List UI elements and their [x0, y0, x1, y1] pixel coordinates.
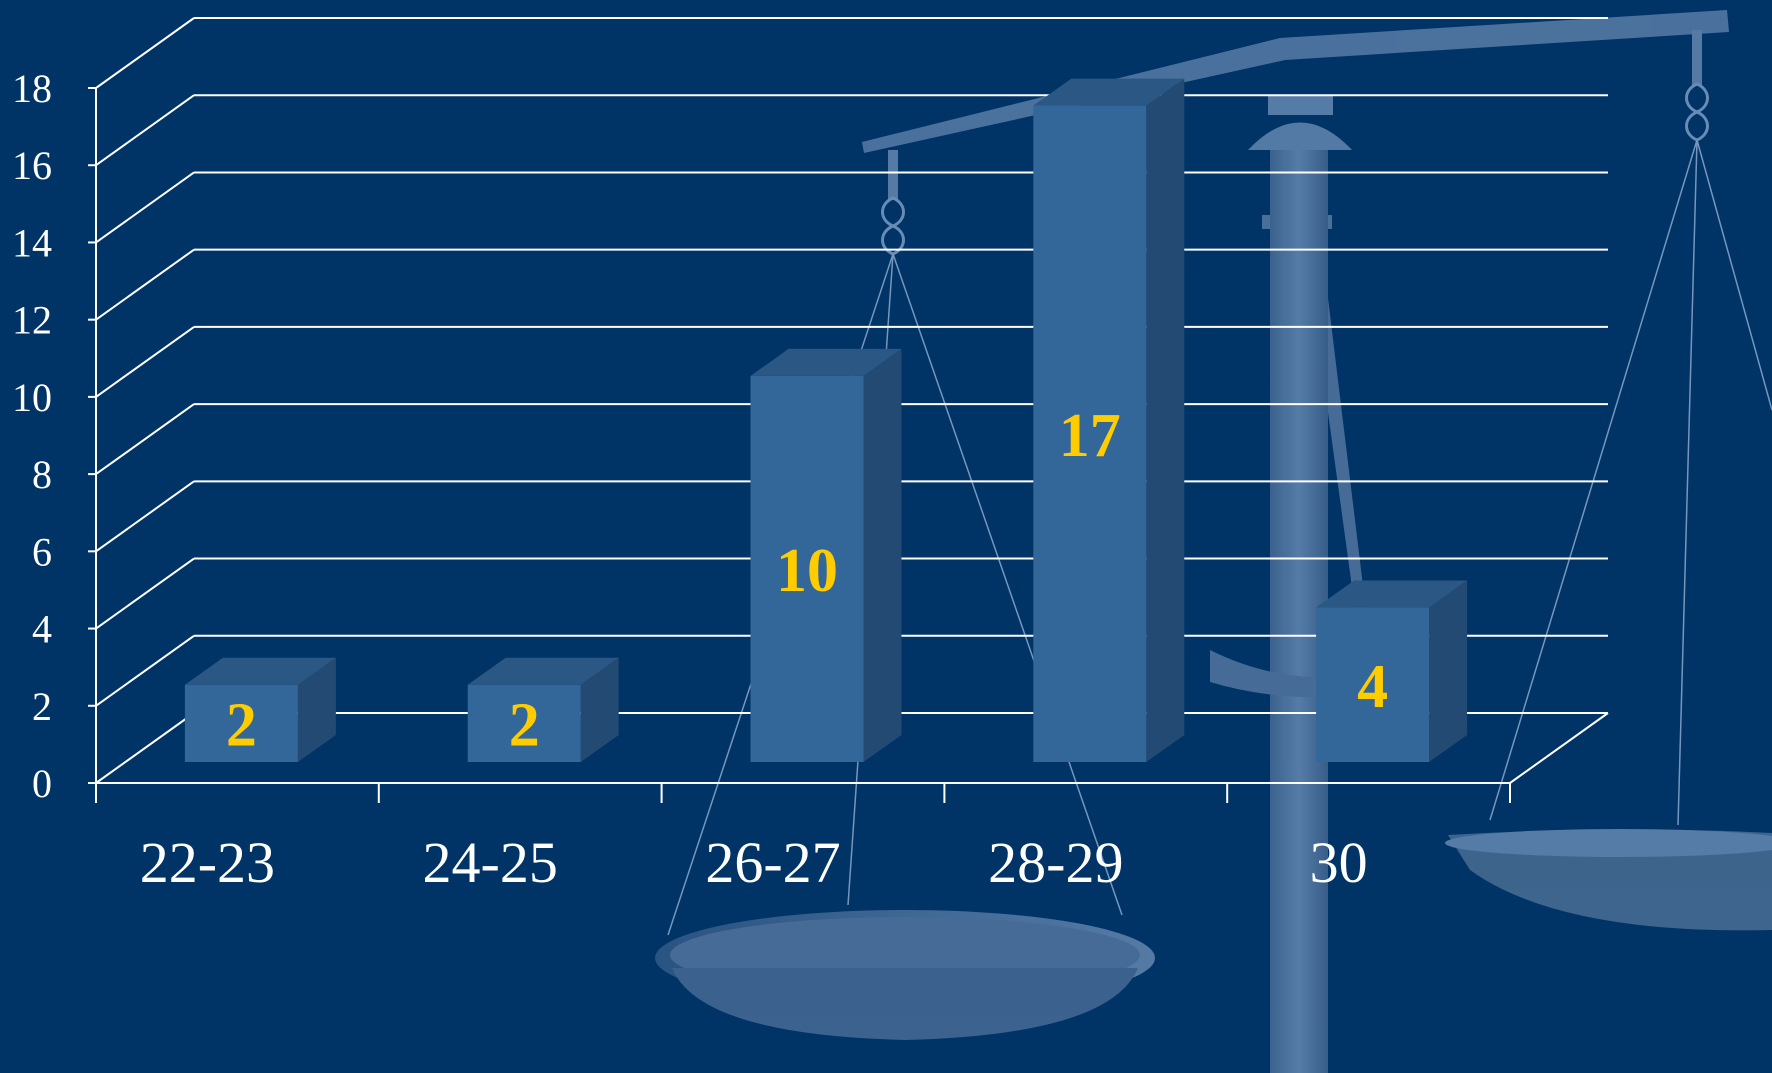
gridline-depth [95, 403, 195, 475]
gridline-depth [95, 557, 195, 630]
bar-side [580, 657, 619, 762]
axes: 0 2 4 6 8 10 12 14 16 18 [12, 66, 1609, 806]
y-tick-label: 14 [12, 220, 52, 265]
y-tick-label: 12 [12, 298, 52, 343]
floor-edge [1509, 712, 1609, 784]
gridline-depth [95, 94, 195, 167]
x-category-label: 28-29 [988, 830, 1123, 895]
y-tick-label: 0 [32, 761, 52, 806]
bar-top [1316, 580, 1468, 608]
y-tick-label: 4 [32, 607, 52, 652]
bar-top [467, 657, 619, 685]
bar-front [750, 375, 864, 762]
bar-side [1429, 580, 1468, 762]
y-tick-label: 16 [12, 143, 52, 188]
bar [467, 657, 619, 762]
gridline-depth [95, 171, 195, 244]
bar [184, 657, 336, 762]
bar [1316, 580, 1468, 762]
labels: 2 22-23 2 24-25 10 26-27 17 28-29 4 30 [140, 402, 1388, 895]
gridline-depth [95, 480, 195, 553]
bars [184, 78, 1468, 763]
bar-top [750, 348, 902, 376]
bar-top [1033, 78, 1185, 106]
bar-side [297, 657, 336, 762]
gridline-depth [95, 17, 195, 89]
gridline-depth [95, 248, 195, 321]
data-label: 2 [226, 691, 257, 759]
data-label: 4 [1357, 653, 1388, 721]
y-tick-label: 8 [32, 452, 52, 497]
x-category-label: 24-25 [423, 830, 558, 895]
bar-side [1146, 78, 1185, 763]
bar [750, 348, 902, 762]
y-tick-label: 10 [12, 375, 52, 420]
y-tick-label: 6 [32, 529, 52, 574]
bar-front [184, 684, 298, 762]
gridline-depth [95, 634, 195, 707]
gridline-depth [95, 326, 195, 398]
bar-front [467, 684, 581, 762]
bar-top [184, 657, 336, 685]
x-category-label: 22-23 [140, 830, 275, 895]
x-category-label: 26-27 [705, 830, 840, 895]
y-tick-label: 18 [12, 66, 52, 111]
bar-front [1316, 607, 1430, 762]
data-label: 10 [776, 537, 838, 605]
data-label: 17 [1059, 402, 1121, 470]
bar-front [1033, 105, 1147, 763]
gridline-depth [95, 712, 195, 784]
data-label: 2 [509, 691, 540, 759]
bar [1033, 78, 1185, 763]
y-tick-label: 2 [32, 684, 52, 729]
bar-side [863, 348, 902, 762]
x-category-label: 30 [1310, 830, 1368, 895]
